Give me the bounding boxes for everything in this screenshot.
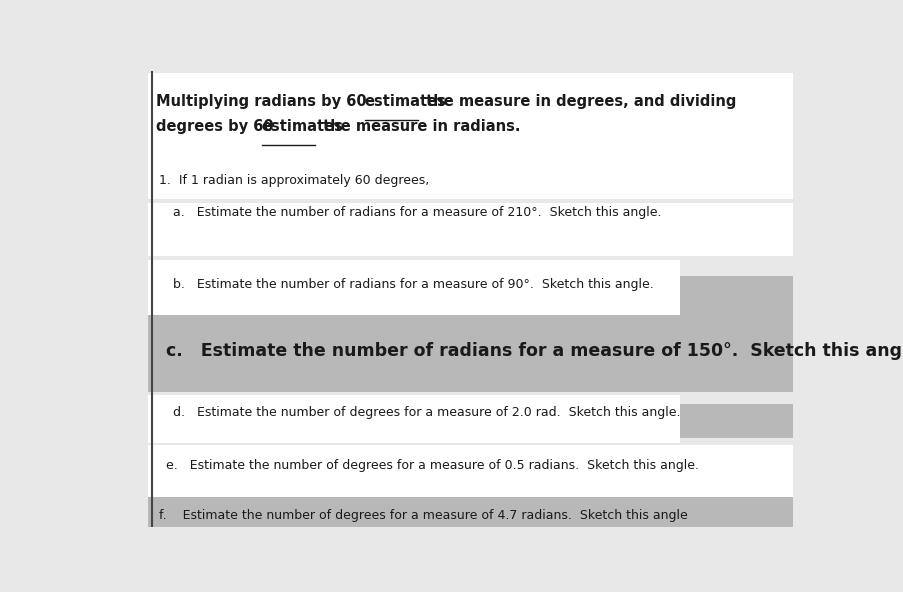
Text: the measure in radians.: the measure in radians. bbox=[317, 119, 519, 134]
Text: e.   Estimate the number of degrees for a measure of 0.5 radians.  Sketch this a: e. Estimate the number of degrees for a … bbox=[165, 459, 698, 472]
Text: estimates: estimates bbox=[261, 119, 343, 134]
FancyBboxPatch shape bbox=[148, 497, 792, 529]
FancyBboxPatch shape bbox=[148, 203, 792, 256]
Text: estimates: estimates bbox=[364, 94, 446, 109]
Text: d.   Estimate the number of degrees for a measure of 2.0 rad.  Sketch this angle: d. Estimate the number of degrees for a … bbox=[172, 406, 679, 419]
FancyBboxPatch shape bbox=[148, 315, 792, 392]
Text: f.    Estimate the number of degrees for a measure of 4.7 radians.  Sketch this : f. Estimate the number of degrees for a … bbox=[158, 509, 686, 522]
Text: the measure in degrees, and dividing: the measure in degrees, and dividing bbox=[421, 94, 736, 109]
FancyBboxPatch shape bbox=[148, 445, 792, 497]
Text: 1.  If 1 radian is approximately 60 degrees,: 1. If 1 radian is approximately 60 degre… bbox=[158, 173, 428, 186]
Text: b.   Estimate the number of radians for a measure of 90°.  Sketch this angle.: b. Estimate the number of radians for a … bbox=[172, 278, 653, 291]
FancyBboxPatch shape bbox=[148, 260, 680, 329]
Text: a.   Estimate the number of radians for a measure of 210°.  Sketch this angle.: a. Estimate the number of radians for a … bbox=[172, 205, 660, 218]
Text: Multiplying radians by 60: Multiplying radians by 60 bbox=[156, 94, 372, 109]
FancyBboxPatch shape bbox=[148, 395, 680, 443]
Text: c.   Estimate the number of radians for a measure of 150°.  Sketch this angle.: c. Estimate the number of radians for a … bbox=[165, 342, 903, 361]
FancyBboxPatch shape bbox=[148, 73, 792, 199]
FancyBboxPatch shape bbox=[680, 276, 792, 320]
Text: degrees by 60: degrees by 60 bbox=[156, 119, 279, 134]
FancyBboxPatch shape bbox=[680, 404, 792, 438]
